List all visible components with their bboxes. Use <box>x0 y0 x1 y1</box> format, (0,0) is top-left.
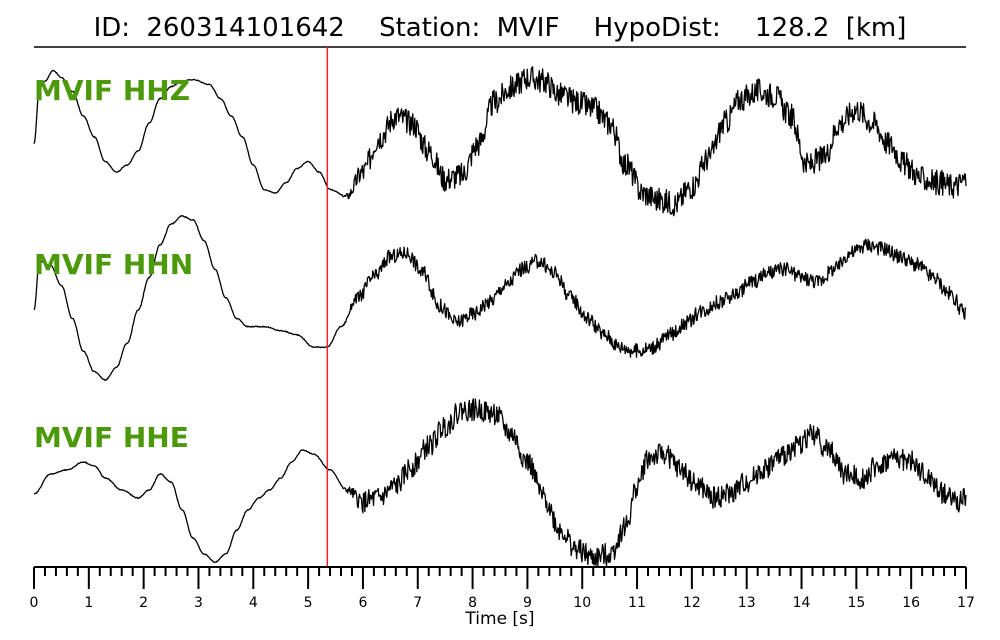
title-dist-label: HypoDist: <box>594 13 721 43</box>
x-tick-label: 13 <box>738 595 756 611</box>
x-tick-label: 8 <box>468 595 477 611</box>
title-id-value: 260314101642 <box>146 13 345 43</box>
title-dist-value: 128.2 <box>755 13 829 43</box>
channel-label-group: MVIF HHZ MVIF HHN MVIF HHE <box>34 74 193 454</box>
trace-2 <box>33 215 967 381</box>
x-tick-label: 14 <box>793 595 811 611</box>
x-tick-label: 6 <box>358 595 367 611</box>
time-axis: 0 1 2 3 4 5 6 7 8 9 10 11 12 13 14 15 16 17 <box>30 566 975 611</box>
x-tick-label: 5 <box>304 595 313 611</box>
channel-label-1: MVIF HHZ <box>34 74 190 107</box>
x-tick-label: 1 <box>84 595 93 611</box>
x-tick-label: 9 <box>523 595 532 611</box>
x-tick-label: 16 <box>902 595 920 611</box>
x-tick-label: 15 <box>847 595 865 611</box>
x-tick-label: 17 <box>957 595 975 611</box>
x-tick-label: 12 <box>683 595 701 611</box>
title-dist-unit: [km] <box>846 13 907 43</box>
figure-title: ID: 260314101642 Station: MVIF HypoDist:… <box>94 13 907 43</box>
x-tick-label: 2 <box>139 595 148 611</box>
x-tick-label: 3 <box>194 595 203 611</box>
x-tick-label: 4 <box>249 595 258 611</box>
trace-group <box>33 66 967 567</box>
x-axis-label: Time [s] <box>464 609 534 629</box>
title-id-label: ID: <box>94 13 130 43</box>
channel-label-3: MVIF HHE <box>34 421 189 454</box>
channel-label-2: MVIF HHN <box>34 248 193 281</box>
x-tick-label: 10 <box>573 595 591 611</box>
x-tick-label: 0 <box>30 595 39 611</box>
x-tick-label: 7 <box>413 595 422 611</box>
trace-1 <box>33 66 967 217</box>
title-station-label: Station: <box>379 13 480 43</box>
title-station-value: MVIF <box>497 13 560 43</box>
x-tick-label: 11 <box>628 595 646 611</box>
trace-3 <box>33 398 967 567</box>
